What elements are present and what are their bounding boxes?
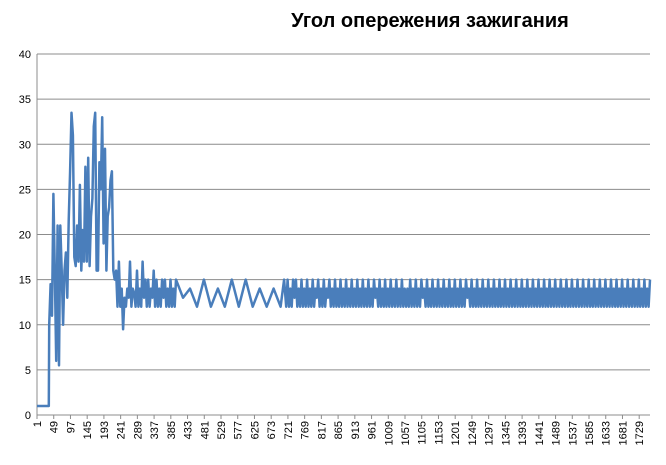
x-tick-label: 817 xyxy=(316,421,328,439)
x-tick-label: 337 xyxy=(149,421,161,439)
x-tick-label: 1729 xyxy=(634,421,646,445)
x-tick-label: 241 xyxy=(116,421,128,439)
x-tick-label: 913 xyxy=(350,421,362,439)
x-tick-label: 433 xyxy=(183,421,195,439)
x-tick-label: 193 xyxy=(99,421,111,439)
y-tick-label: 5 xyxy=(25,365,31,377)
axes xyxy=(36,54,650,419)
x-tick-label: 1681 xyxy=(617,421,629,445)
x-tick-label: 385 xyxy=(166,421,178,439)
x-tick-label: 673 xyxy=(266,421,278,439)
x-tick-labels: 1 49 97 145 193 241 289 337 385 433 481 529 577 625 67… xyxy=(32,421,646,445)
y-tick-label: 40 xyxy=(19,49,31,61)
x-tick-label: 1537 xyxy=(567,421,579,445)
x-tick-label: 145 xyxy=(82,421,94,439)
y-tick-label: 25 xyxy=(19,184,31,196)
x-tick-label: 1057 xyxy=(400,421,412,445)
series-line-0 xyxy=(37,111,652,408)
chart-title: Угол опережения зажигания xyxy=(291,10,569,32)
grid-lines xyxy=(37,53,650,416)
x-tick-label: 1393 xyxy=(517,421,529,445)
x-tick-label: 865 xyxy=(333,421,345,439)
x-tick-label: 1 xyxy=(32,421,44,427)
x-tick-label: 1441 xyxy=(534,421,546,445)
x-tick-label: 721 xyxy=(283,421,295,439)
x-tick-label: 1633 xyxy=(601,421,613,445)
y-tick-label: 0 xyxy=(25,410,31,422)
y-tick-labels: 0 5 10 15 20 25 30 35 40 xyxy=(19,49,31,422)
x-tick-label: 1345 xyxy=(500,421,512,445)
x-tick-label: 625 xyxy=(249,421,261,439)
x-tick-label: 1201 xyxy=(450,421,462,445)
y-tick-label: 20 xyxy=(19,230,31,242)
y-tick-label: 30 xyxy=(19,139,31,151)
y-tick-label: 35 xyxy=(19,94,31,106)
x-tick-label: 1489 xyxy=(551,421,563,445)
x-tick-label: 1153 xyxy=(433,421,445,445)
x-tick-label: 529 xyxy=(216,421,228,439)
series-layer xyxy=(37,111,652,408)
x-tick-label: 97 xyxy=(65,421,77,433)
x-tick-label: 1009 xyxy=(383,421,395,445)
x-tick-label: 481 xyxy=(199,421,211,439)
x-tick-label: 289 xyxy=(132,421,144,439)
x-tick-label: 577 xyxy=(233,421,245,439)
y-tick-label: 15 xyxy=(19,275,31,287)
x-tick-label: 961 xyxy=(367,421,379,439)
x-tick-label: 1249 xyxy=(467,421,479,445)
x-tick-label: 1585 xyxy=(584,421,596,445)
x-tick-label: 1297 xyxy=(484,421,496,445)
x-tick-label: 769 xyxy=(300,421,312,439)
x-tick-label: 49 xyxy=(49,421,61,433)
y-tick-label: 10 xyxy=(19,320,31,332)
x-tick-label: 1105 xyxy=(417,421,429,445)
